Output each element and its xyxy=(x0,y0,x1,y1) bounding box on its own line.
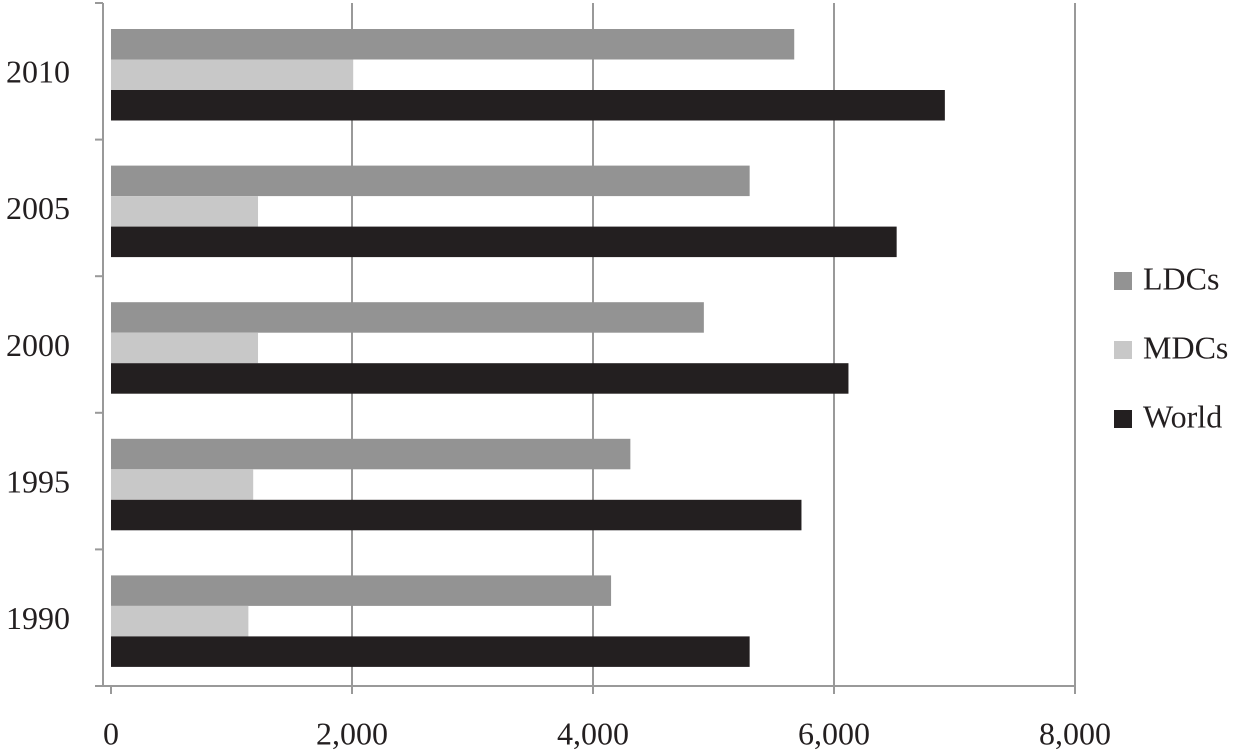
bar xyxy=(111,29,795,60)
legend-label: MDCs xyxy=(1143,329,1228,365)
legend-swatch xyxy=(1114,341,1132,359)
x-tick-label: 6,000 xyxy=(798,715,870,751)
bar xyxy=(111,226,897,258)
bar xyxy=(111,302,704,333)
bar xyxy=(111,165,750,197)
x-tick-label: 4,000 xyxy=(557,715,629,751)
x-tick-label: 8,000 xyxy=(1039,715,1111,751)
bar xyxy=(111,90,945,121)
y-tick-label: 2005 xyxy=(6,190,70,226)
y-tick-label: 1990 xyxy=(6,600,70,636)
legend-swatch xyxy=(1114,410,1132,428)
bar xyxy=(111,499,802,531)
x-tick-label: 2,000 xyxy=(316,715,388,751)
legend-swatch xyxy=(1114,272,1132,290)
y-tick-label: 2000 xyxy=(6,327,70,363)
bar xyxy=(111,636,750,667)
legend-label: World xyxy=(1143,398,1222,434)
y-tick-label: 1995 xyxy=(6,463,70,499)
bar xyxy=(111,575,612,606)
bar xyxy=(111,332,259,364)
bar xyxy=(111,469,254,500)
x-tick-label: 0 xyxy=(103,715,119,751)
bar xyxy=(111,59,354,90)
y-tick-label: 2010 xyxy=(6,54,70,90)
bar xyxy=(111,196,259,227)
legend-label: LDCs xyxy=(1143,260,1219,296)
bar xyxy=(111,438,631,470)
bar xyxy=(111,363,849,394)
bar xyxy=(111,605,249,637)
